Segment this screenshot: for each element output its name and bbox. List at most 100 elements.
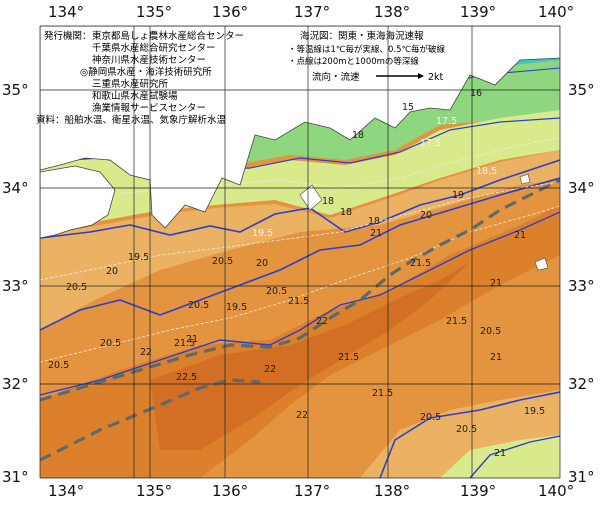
- contour-label: 21: [494, 448, 506, 459]
- zone-hottest: [150, 262, 470, 450]
- isotherm-21-south: [379, 391, 560, 478]
- isotherm-19-5: [40, 137, 560, 201]
- contour-label: 18: [322, 196, 334, 207]
- zone-warm: [40, 150, 560, 330]
- contour-label: 18: [368, 216, 380, 227]
- contour-label: 19.5: [128, 252, 149, 263]
- contour-label: 16: [470, 88, 482, 99]
- kuroshio-axis: [40, 178, 560, 462]
- land: [40, 26, 560, 271]
- publisher-org: 神奈川県水産技術センター: [92, 54, 206, 66]
- contour-label: 21.5: [338, 352, 359, 363]
- lon-label-bottom: 136°: [212, 482, 248, 500]
- lon-label-top: 136°: [212, 3, 248, 21]
- lon-label-bottom: 137°: [294, 482, 330, 500]
- contour-label: 19.5: [226, 302, 247, 313]
- contour-label: 20.5: [420, 412, 441, 423]
- lon-label-bottom: 135°: [136, 482, 172, 500]
- contour-label: 20.5: [212, 256, 233, 267]
- lon-label-top: 134°: [48, 3, 84, 21]
- flow-arrowhead-icon: [418, 73, 424, 79]
- publisher-info: 発行機関： 東京都島しょ農林水産総合センター 千葉県水産総合研究センター 神奈川…: [36, 30, 244, 126]
- isotherm-21-5: [40, 205, 560, 363]
- contour-label: 18: [352, 130, 364, 141]
- contour-label: 22: [296, 410, 308, 421]
- latitude-labels: 35° 34° 33° 32° 31° 35° 34° 33° 32° 31°: [2, 81, 595, 486]
- contour-label: 22: [264, 364, 276, 375]
- graticule: [39, 25, 561, 479]
- contour-label: 21: [490, 278, 502, 289]
- lat-label-right: 32°: [568, 375, 595, 393]
- publisher-org: ◎静岡県水産・海洋技術研究所: [80, 66, 212, 78]
- contour-label: 20.5: [266, 286, 287, 297]
- contour-label: 19: [452, 190, 464, 201]
- lon-label-bottom: 140°: [538, 482, 574, 500]
- contour-label: 20.5: [480, 326, 501, 337]
- contour-label: 20.5: [456, 424, 477, 435]
- contour-label: 19.5: [252, 228, 273, 239]
- lat-label-left: 34°: [2, 179, 29, 197]
- publisher-org: 東京都島しょ農林水産総合センター: [92, 30, 244, 42]
- contour-label: 21.5: [288, 296, 309, 307]
- lon-label-top: 139°: [460, 3, 496, 21]
- publisher-org: 漁業情報サービスセンター: [92, 102, 206, 114]
- longitude-labels: 134° 135° 136° 137° 138° 139° 140° 134° …: [48, 3, 574, 500]
- publisher-heading: 発行機関：: [44, 30, 92, 42]
- lon-label-top: 137°: [294, 3, 330, 21]
- zone-south-mild: [440, 435, 560, 478]
- contour-label: 21: [370, 228, 382, 239]
- contour-labels: 15 16 17.5 17.5 18 18 18 18 18.5 19 19.5…: [48, 88, 545, 459]
- publisher-org: 千葉県水産総合研究センター: [92, 42, 216, 54]
- shikoku-coastline: [40, 165, 116, 239]
- island-2: [534, 257, 549, 271]
- lat-label-left: 35°: [2, 81, 29, 99]
- contour-label: 21.5: [174, 338, 195, 349]
- isotherm-21: [40, 177, 560, 331]
- isotherm-20: [40, 159, 560, 239]
- isotherm-20-south: [469, 435, 560, 478]
- contour-label: 21: [514, 230, 526, 241]
- lat-label-right: 31°: [568, 468, 595, 486]
- isotherm-20-5: [40, 181, 560, 281]
- island-3: [519, 173, 531, 185]
- legend-isotherm-note: ・等温線は1℃毎が実線、0.5℃毎が破線: [288, 44, 446, 55]
- contour-label: 21.5: [372, 388, 393, 399]
- lat-label-left: 33°: [2, 277, 29, 295]
- contour-label: 20: [106, 266, 118, 277]
- legend-title: 海況図：関東・東海海況速報: [300, 30, 424, 42]
- lat-label-left: 31°: [2, 468, 29, 486]
- contour-label: 20.5: [66, 282, 87, 293]
- contour-label: 22: [140, 347, 152, 358]
- contour-label: 20: [256, 258, 268, 269]
- publisher-org: 和歌山県水産試験場: [92, 90, 178, 102]
- contour-label: 20: [420, 210, 432, 221]
- lon-label-top: 138°: [374, 3, 410, 21]
- publisher-org: 三重県水産研究所: [92, 78, 169, 90]
- contour-label: 21: [490, 352, 502, 363]
- legend: 海況図：関東・東海海況速報 ・等温線は1℃毎が実線、0.5℃毎が破線 ・点線は2…: [288, 30, 446, 83]
- lon-label-top: 140°: [538, 3, 574, 21]
- contour-label: 17.5: [436, 116, 457, 127]
- legend-flow-label: 流向・流速: [312, 71, 360, 83]
- contour-label: 21: [186, 334, 198, 345]
- contour-label: 21.5: [446, 316, 467, 327]
- data-source: 資料：船舶水温、衛星水温、気象庁解析水温: [36, 114, 227, 126]
- honshu-coastline: [40, 26, 560, 229]
- lat-label-right: 34°: [568, 179, 595, 197]
- contour-label: 15: [402, 102, 414, 113]
- lat-label-left: 32°: [2, 375, 29, 393]
- lat-label-right: 35°: [568, 81, 595, 99]
- lon-label-bottom: 139°: [460, 482, 496, 500]
- lon-label-bottom: 134°: [48, 482, 84, 500]
- lat-label-right: 33°: [568, 277, 595, 295]
- contour-label: 18: [340, 207, 352, 218]
- contour-label: 20.5: [188, 300, 209, 311]
- lon-label-bottom: 138°: [374, 482, 410, 500]
- lon-label-top: 135°: [136, 3, 172, 21]
- contour-label: 20.5: [100, 338, 121, 349]
- contour-label: 22: [316, 316, 328, 327]
- contour-label: 22.5: [176, 372, 197, 383]
- contour-label: 20.5: [48, 360, 69, 371]
